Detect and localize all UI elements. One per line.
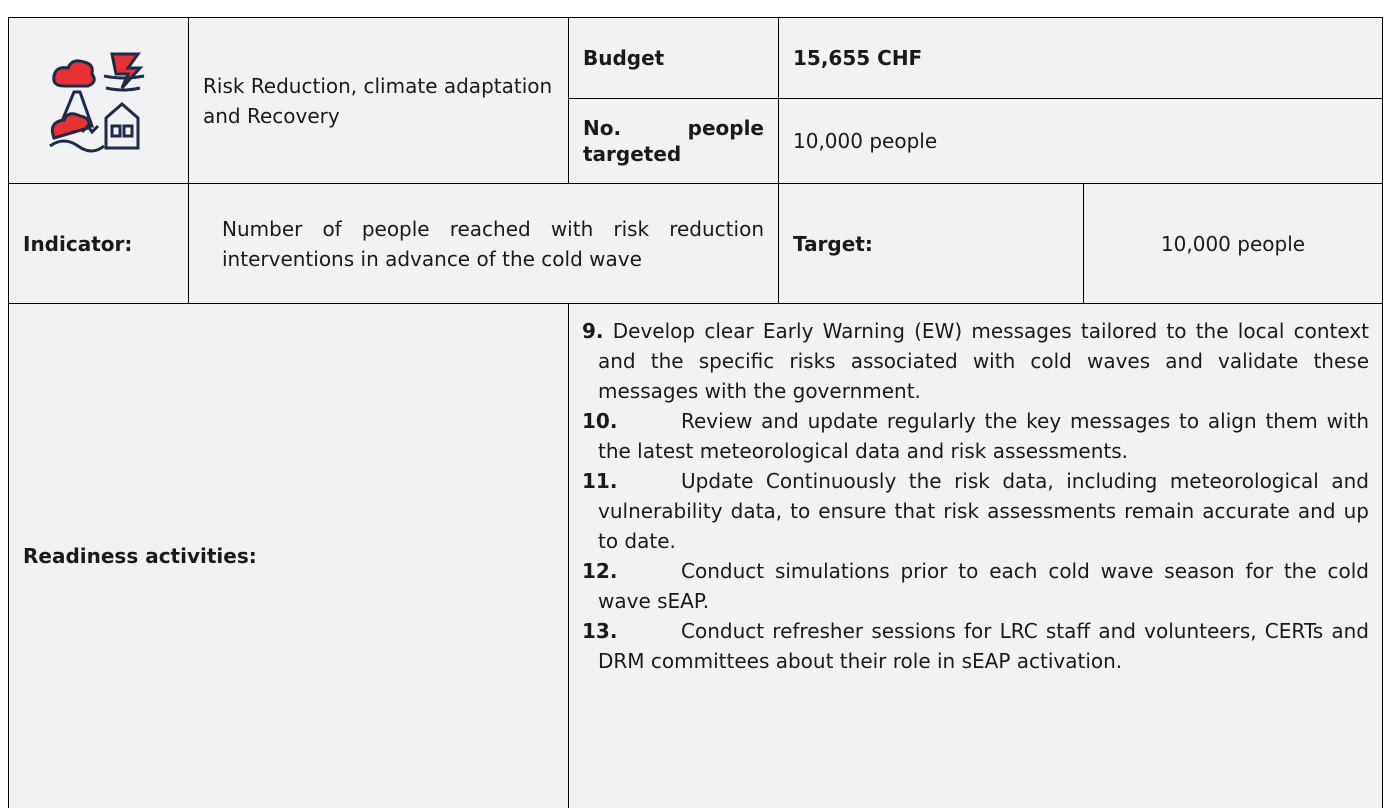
hazard-icon <box>44 46 154 156</box>
people-value: 10,000 people <box>778 98 1383 184</box>
target-label: Target: <box>778 183 1084 304</box>
budget-label: Budget <box>568 17 779 99</box>
people-label: No. people targeted <box>568 98 779 184</box>
activity-text: Conduct simulations prior to each cold w… <box>598 559 1369 613</box>
activity-text: Update Continuously the risk data, inclu… <box>598 469 1369 553</box>
target-value: 10,000 people <box>1083 183 1383 304</box>
activity-item: 11.Update Continuously the risk data, in… <box>582 466 1369 556</box>
activity-text: Develop clear Early Warning (EW) message… <box>598 319 1369 403</box>
activity-item: 12.Conduct simulations prior to each col… <box>582 556 1369 616</box>
page: {"header": {"category": "Risk Reduction,… <box>0 0 1387 802</box>
budget-value: 15,655 CHF <box>778 17 1383 99</box>
activity-item: 10.Review and update regularly the key m… <box>582 406 1369 466</box>
readiness-list: 9. Develop clear Early Warning (EW) mess… <box>568 303 1383 808</box>
category: Risk Reduction, climate adaptation and R… <box>188 17 569 184</box>
people-label-text: No. people targeted <box>583 115 764 167</box>
activity-number: 9. <box>582 319 604 343</box>
readiness-label: Readiness activities: <box>8 303 569 808</box>
indicator-label: Indicator: <box>8 183 189 304</box>
activity-number: 12. <box>582 556 681 586</box>
activity-number: 10. <box>582 406 681 436</box>
activity-item: 13.Conduct refresher sessions for LRC st… <box>582 616 1369 676</box>
activity-number: 11. <box>582 466 681 496</box>
icon-cell <box>8 17 189 184</box>
indicator-text-content: Number of people reached with risk reduc… <box>222 214 764 274</box>
activity-text: Conduct refresher sessions for LRC staff… <box>598 619 1369 673</box>
indicator-text: Number of people reached with risk reduc… <box>188 183 779 304</box>
activity-number: 13. <box>582 616 681 646</box>
activity-text: Review and update regularly the key mess… <box>598 409 1369 463</box>
activity-item: 9. Develop clear Early Warning (EW) mess… <box>582 316 1369 406</box>
